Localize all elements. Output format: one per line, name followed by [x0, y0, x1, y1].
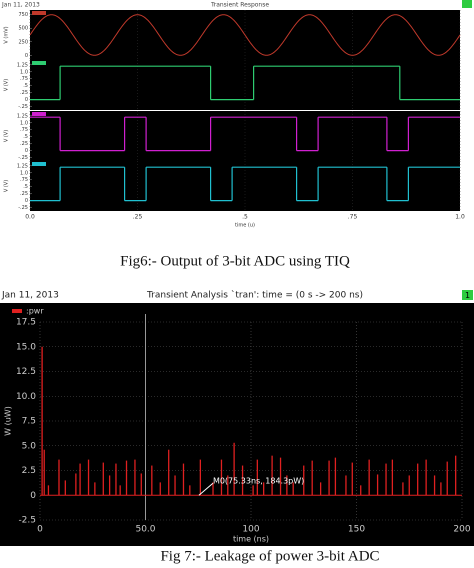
y-tick-label: 1.0 — [20, 69, 28, 75]
legend-label: :pwr — [26, 307, 44, 316]
y-tick-label: 2.5 — [22, 466, 36, 476]
x-tick-label: 0.0 — [25, 214, 35, 221]
x-tick-label: .75 — [348, 214, 358, 221]
y-tick-label: 0 — [25, 198, 28, 204]
panel-tag — [32, 11, 46, 15]
y-tick-label: .75 — [20, 177, 28, 183]
fig6-caption: Fig6:- Output of 3-bit ADC using TIQ — [120, 253, 350, 269]
y-tick-label: 1.25 — [17, 163, 28, 169]
x-tick-label: 100 — [242, 525, 259, 535]
y-tick-label: -.25 — [18, 104, 28, 110]
fig7-title: Transient Analysis `tran': time = (0 s -… — [146, 290, 363, 301]
y-tick-label: -.25 — [18, 155, 28, 161]
y-tick-label: .5 — [23, 134, 28, 140]
y-tick-label: .25 — [20, 191, 28, 197]
y-axis-label: V (mV) — [4, 26, 10, 43]
fig7-badge: 1 — [465, 291, 470, 300]
y-tick-label: .75 — [20, 76, 28, 82]
y-axis-label: V (V) — [4, 130, 10, 142]
y-axis-label: W (uW) — [4, 406, 13, 436]
y-axis-label: V (V) — [4, 79, 10, 91]
fig6-badge — [462, 0, 472, 8]
y-tick-label: 12.5 — [16, 367, 36, 377]
y-tick-label: 1.25 — [17, 113, 28, 119]
panel-tag — [32, 61, 46, 65]
y-tick-label: .25 — [20, 90, 28, 96]
y-tick-label: 1.0 — [20, 120, 28, 126]
y-tick-label: -.25 — [18, 205, 28, 211]
y-tick-label: -2.5 — [18, 516, 36, 526]
panel-tag — [32, 162, 46, 166]
y-tick-label: 1.0 — [20, 170, 28, 176]
y-tick-label: .5 — [23, 184, 28, 190]
y-tick-label: 1.25 — [17, 62, 28, 68]
y-axis-label: V (V) — [4, 180, 10, 192]
x-tick-label: 1.0 — [455, 214, 465, 221]
x-axis-label: time (u) — [235, 223, 255, 229]
y-tick-label: 17.5 — [16, 318, 36, 328]
annotation-arrow — [198, 482, 214, 496]
sine-wave — [29, 14, 461, 56]
y-tick-label: 0 — [25, 148, 28, 154]
y-tick-label: .5 — [23, 83, 28, 89]
x-tick-label: .5 — [242, 214, 248, 221]
fig7-date: Jan 11, 2013 — [1, 291, 59, 301]
x-tick-label: 50.0 — [135, 525, 155, 535]
y-tick-label: 5.0 — [22, 441, 37, 451]
y-tick-label: 500 — [18, 26, 28, 32]
y-tick-label: 10.0 — [16, 392, 36, 402]
fig7-badge-box — [462, 290, 473, 300]
fig6-date: Jan 11, 2013 — [1, 2, 40, 9]
y-tick-label: 0 — [30, 491, 36, 501]
y-tick-label: 7.5 — [22, 417, 36, 427]
x-axis-label: time (ns) — [233, 535, 269, 544]
legend-swatch — [12, 309, 22, 313]
y-tick-label: 0 — [25, 53, 28, 59]
y-tick-label: 250 — [18, 39, 28, 45]
fig7-caption: Fig 7:- Leakage of power 3-bit ADC — [160, 548, 379, 564]
y-tick-label: 0 — [25, 97, 28, 103]
y-tick-label: 15.0 — [16, 342, 36, 352]
x-tick-label: 200 — [453, 525, 470, 535]
y-tick-label: .75 — [20, 127, 28, 133]
fig7-plot-bg — [0, 303, 474, 546]
y-tick-label: .25 — [20, 141, 28, 147]
x-tick-label: .25 — [133, 214, 143, 221]
y-tick-label: 750 — [18, 12, 28, 18]
fig6-title: Transient Response — [210, 2, 269, 9]
x-tick-label: 150 — [348, 525, 365, 535]
annotation: M0(75.33ns, 184.3pW) — [213, 477, 304, 486]
x-tick-label: 0 — [37, 525, 43, 535]
panel-tag — [32, 112, 46, 116]
